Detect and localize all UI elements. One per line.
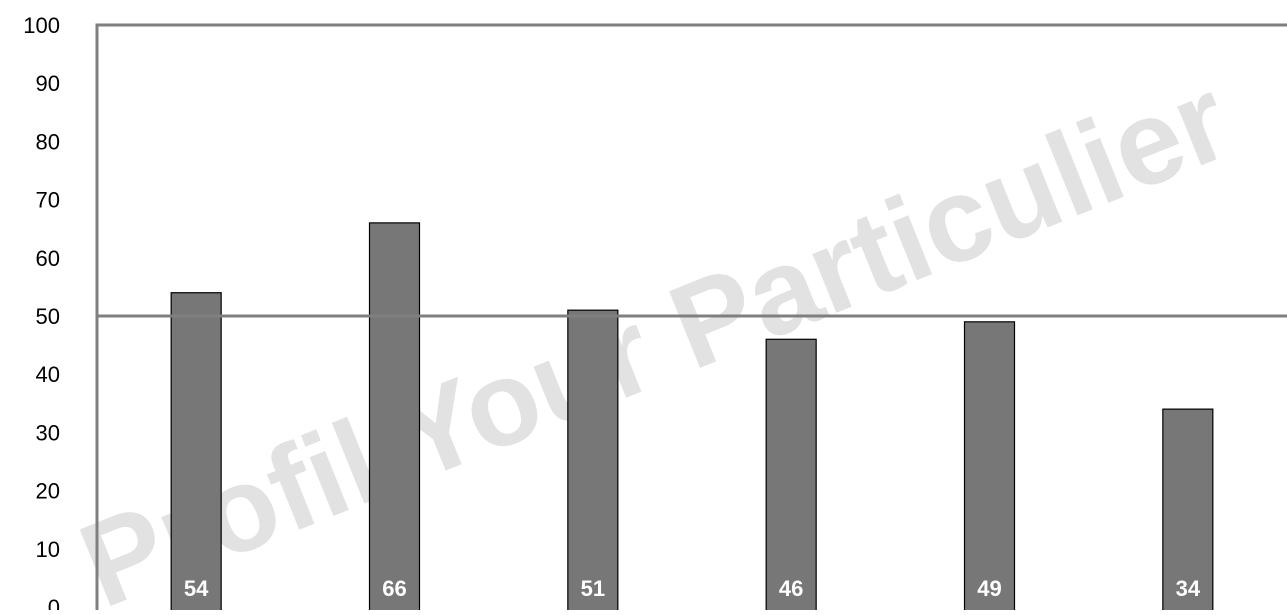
- y-tick-label: 60: [36, 246, 60, 271]
- y-tick-label: 100: [23, 13, 60, 38]
- y-tick-label: 40: [36, 362, 60, 387]
- y-tick-label: 0: [48, 595, 60, 610]
- y-tick-label: 10: [36, 537, 60, 562]
- y-tick-label: 20: [36, 479, 60, 504]
- y-tick-label: 70: [36, 188, 60, 213]
- data-label: 66: [382, 576, 406, 601]
- data-label: 46: [779, 576, 803, 601]
- data-label: 34: [1176, 576, 1201, 601]
- y-tick-label: 30: [36, 420, 60, 445]
- bar: [568, 310, 618, 610]
- bar: [171, 293, 221, 610]
- y-axis: 0 10 20 30 40 50 60 70 80 90 100: [23, 13, 60, 610]
- data-labels: 54 66 51 46 49 34: [184, 576, 1201, 601]
- bar: [370, 223, 420, 610]
- data-label: 54: [184, 576, 209, 601]
- y-tick-label: 90: [36, 71, 60, 96]
- watermark: Profil Your Particulier: [63, 51, 1247, 610]
- y-tick-label: 80: [36, 129, 60, 154]
- data-label: 51: [581, 576, 605, 601]
- y-tick-label: 50: [36, 304, 60, 329]
- bar: [766, 339, 816, 610]
- data-label: 49: [977, 576, 1001, 601]
- bar: [965, 322, 1015, 610]
